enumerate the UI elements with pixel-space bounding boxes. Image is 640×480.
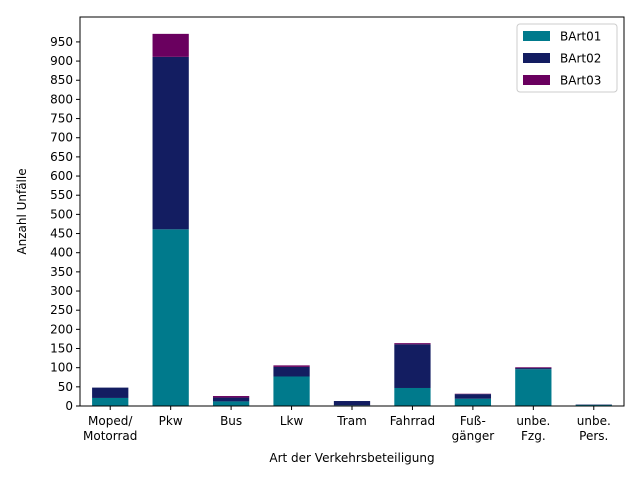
bar-bart01-3	[273, 376, 310, 406]
y-tick-label: 950	[50, 35, 73, 49]
y-tick-label: 350	[50, 265, 73, 279]
y-tick-label: 700	[50, 131, 73, 145]
bar-bart02-1	[152, 56, 189, 230]
bar-bart02-0	[92, 387, 129, 398]
bar-bart01-6	[454, 398, 492, 406]
y-tick-label: 300	[50, 284, 73, 298]
bar-bart03-3	[273, 365, 310, 367]
y-tick-label: 750	[50, 112, 73, 126]
x-tick-label: unbe. Pers.	[577, 414, 611, 443]
y-tick-label: 600	[50, 169, 73, 183]
y-tick-label: 400	[50, 246, 73, 260]
legend-swatch-bart02	[523, 53, 550, 63]
x-tick-label: Fahrrad	[390, 414, 435, 428]
y-tick-label: 800	[50, 92, 73, 106]
x-tick-label: Lkw	[280, 414, 304, 428]
bar-bart01-1	[152, 229, 189, 406]
legend: BArt01 BArt02 BArt03	[516, 23, 618, 93]
legend-label-bart01: BArt01	[560, 30, 601, 44]
y-tick-label: 450	[50, 227, 73, 241]
bar-bart02-6	[454, 394, 492, 399]
bar-bart01-8	[575, 404, 612, 406]
legend-label-bart02: BArt02	[560, 52, 601, 66]
y-axis: 0 50 100 150 200 250 300 350 400 450 500 550 600 650 7…	[50, 35, 80, 413]
bar-bart01-7	[515, 369, 552, 406]
bar-bart01-2	[212, 401, 250, 406]
legend-swatch-bart03	[523, 75, 550, 85]
y-tick-label: 100	[50, 361, 73, 375]
bar-bart02-7	[515, 368, 552, 370]
legend-swatch-bart01	[523, 31, 550, 41]
y-tick-label: 250	[50, 303, 73, 317]
y-tick-label: 900	[50, 54, 73, 68]
x-tick-label: Tram	[336, 414, 367, 428]
bar-bart02-3	[273, 366, 310, 377]
y-tick-label: 200	[50, 322, 73, 336]
bar-bart01-0	[92, 397, 129, 406]
y-tick-label: 150	[50, 342, 73, 356]
y-tick-label: 50	[58, 380, 73, 394]
bars-layer	[92, 33, 612, 406]
x-tick-label: Moped/Motorrad	[83, 414, 137, 443]
y-tick-label: 850	[50, 73, 73, 87]
bar-bart01-5	[394, 387, 431, 406]
x-axis-label: Art der Verkehrsbeteiligung	[269, 451, 434, 465]
bar-bart02-4	[333, 401, 371, 406]
y-tick-label: 0	[65, 399, 73, 413]
bar-bart03-1	[152, 33, 189, 57]
x-tick-label: unbe. Fzg.	[516, 414, 550, 443]
y-tick-label: 500	[50, 207, 73, 221]
x-tick-label: Fuß-gänger	[452, 414, 495, 443]
y-axis-label: Anzahl Unfälle	[15, 168, 29, 254]
x-axis: Moped/Motorrad Pkw Bus Lkw Tram Fahrrad Fuß-gä…	[83, 406, 611, 443]
bar-bart02-2	[212, 397, 250, 402]
bar-bart03-7	[515, 367, 552, 369]
bar-bart03-2	[212, 396, 250, 398]
y-tick-label: 650	[50, 150, 73, 164]
x-tick-label: Bus	[220, 414, 242, 428]
bar-bart02-5	[394, 344, 431, 388]
legend-label-bart03: BArt03	[560, 74, 601, 88]
y-tick-label: 550	[50, 188, 73, 202]
x-tick-label: Pkw	[159, 414, 183, 428]
bar-bart03-5	[394, 343, 431, 345]
